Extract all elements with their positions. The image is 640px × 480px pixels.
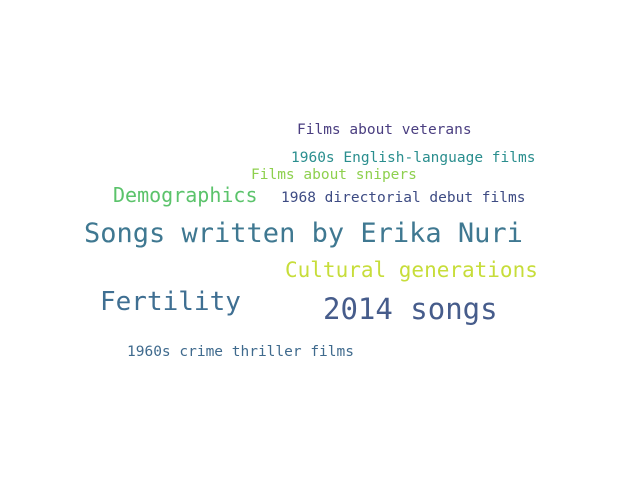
word-1960s-english-language-films: 1960s English-language films: [291, 150, 536, 166]
word-2014-songs: 2014 songs: [323, 292, 498, 326]
word-1960s-crime-thriller-films: 1960s crime thriller films: [127, 344, 354, 360]
word-fertility: Fertility: [100, 287, 241, 317]
word-demographics: Demographics: [113, 183, 258, 207]
word-films-about-snipers: Films about snipers: [251, 167, 417, 183]
word-films-about-veterans: Films about veterans: [297, 122, 472, 138]
word-1968-directorial-debut-films: 1968 directorial debut films: [281, 190, 526, 206]
word-cultural-generations: Cultural generations: [285, 258, 538, 282]
word-songs-written-by-erika-nuri: Songs written by Erika Nuri: [84, 218, 523, 249]
